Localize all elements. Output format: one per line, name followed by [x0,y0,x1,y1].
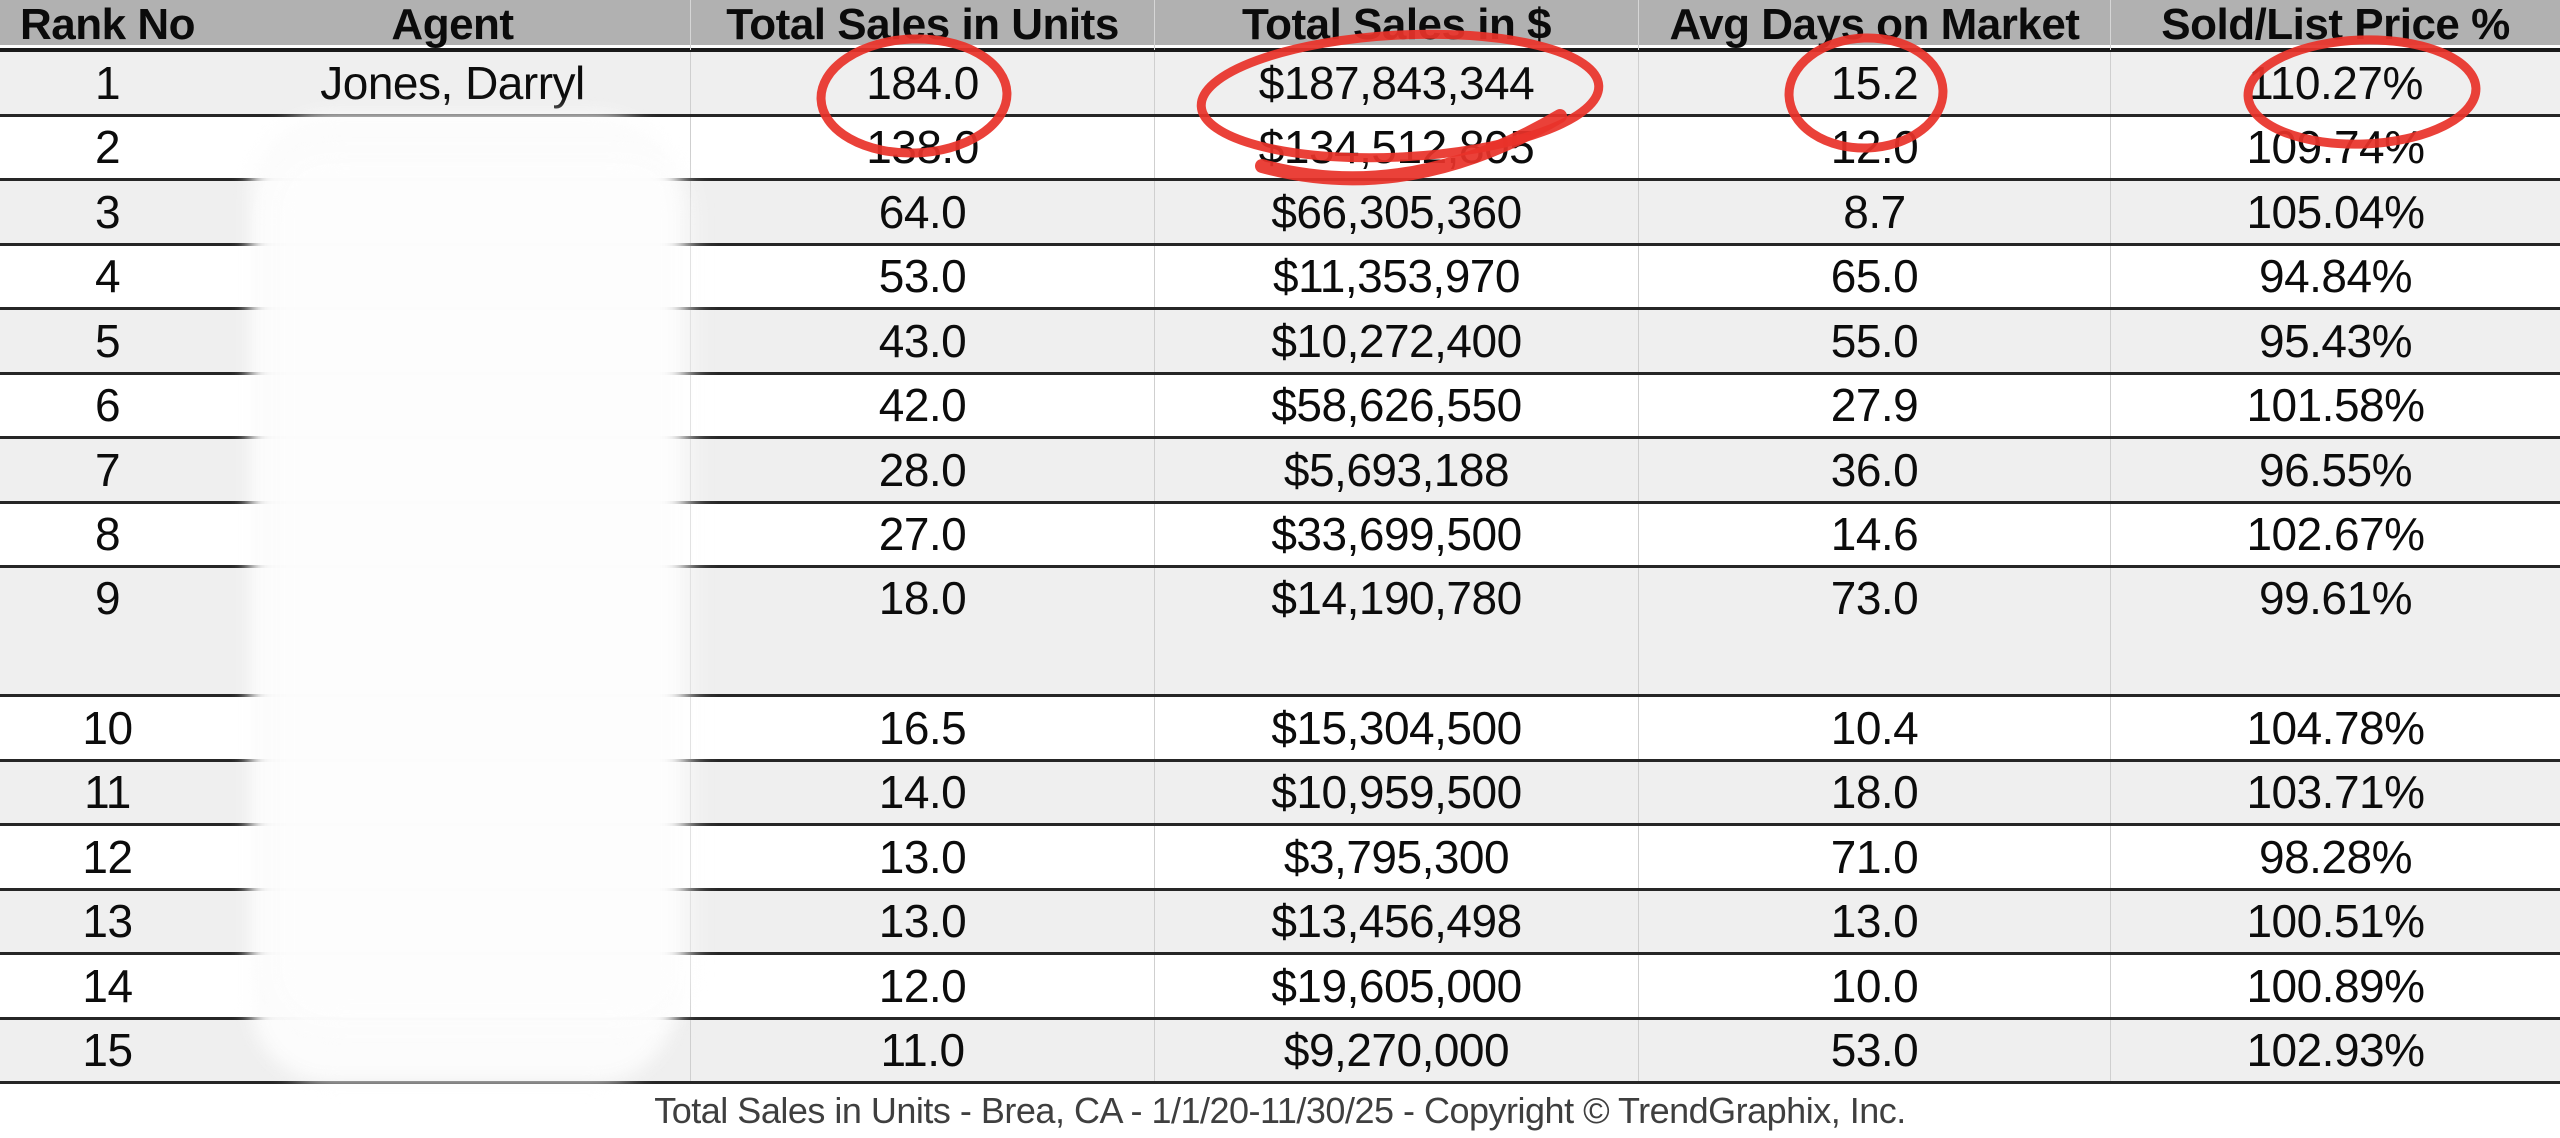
cell-sales: $3,795,300 [1154,826,1638,888]
cell-days: 27.9 [1638,374,2110,436]
cell-sold-list-pct: 100.89% [2110,955,2560,1017]
cell-rank: 8 [94,508,121,561]
cell-sold-list-pct: 102.93% [2110,1019,2560,1081]
cell-sales: $15,304,500 [1154,697,1638,759]
cell-days: 10.4 [1638,697,2110,759]
cell-rank: 13 [82,895,133,948]
cell-sales: $14,190,780 [1154,568,1638,694]
cell-units: 53.0 [690,245,1154,307]
column-header-agent: Agent [391,0,514,49]
cell-sold-list-pct: 102.67% [2110,503,2560,565]
cell-sales: $33,699,500 [1154,503,1638,565]
column-header-units: Total Sales in Units [690,0,1154,50]
cell-sales: $19,605,000 [1154,955,1638,1017]
cell-days: 15.2 [1638,52,2110,114]
cell-rank: 10 [82,701,133,754]
cell-agent: Jones, Darryl [320,56,585,109]
cell-sold-list-pct: 96.55% [2110,439,2560,501]
cell-sales: $66,305,360 [1154,181,1638,243]
cell-days: 36.0 [1638,439,2110,501]
cell-rank: 12 [82,830,133,883]
cell-sold-list-pct: 95.43% [2110,310,2560,372]
cell-sold-list-pct: 109.74% [2110,116,2560,178]
column-header-rank-no: Rank No [20,0,195,49]
cell-rank: 9 [94,572,121,624]
cell-rank: 1 [94,56,121,109]
cell-sold-list-pct: 103.71% [2110,761,2560,823]
cell-sales: $10,959,500 [1154,761,1638,823]
cell-sold-list-pct: 104.78% [2110,697,2560,759]
cell-units: 184.0 [690,52,1154,114]
cell-units: 11.0 [690,1019,1154,1081]
cell-days: 73.0 [1638,568,2110,694]
cell-units: 27.0 [690,503,1154,565]
column-header-sold-list-pct: Sold/List Price % [2110,0,2560,50]
cell-days: 13.0 [1638,890,2110,952]
cell-days: 8.7 [1638,181,2110,243]
cell-units: 42.0 [690,374,1154,436]
cell-sold-list-pct: 99.61% [2110,568,2560,694]
cell-sales: $5,693,188 [1154,439,1638,501]
column-header-avg-days: Avg Days on Market [1638,0,2110,50]
cell-days: 65.0 [1638,245,2110,307]
cell-sales: $10,272,400 [1154,310,1638,372]
cell-sales: $13,456,498 [1154,890,1638,952]
cell-units: 16.5 [690,697,1154,759]
report-footer: Total Sales in Units - Brea, CA - 1/1/20… [654,1090,1906,1131]
cell-rank: 7 [94,443,121,496]
cell-units: 28.0 [690,439,1154,501]
cell-rank: 6 [94,379,121,432]
cell-days: 10.0 [1638,955,2110,1017]
cell-rank: 3 [94,185,121,238]
cell-sales: $58,626,550 [1154,374,1638,436]
cell-sold-list-pct: 110.27% [2110,52,2560,114]
cell-units: 14.0 [690,761,1154,823]
cell-rank: 14 [82,959,133,1012]
cell-rank: 5 [94,314,121,367]
cell-units: 12.0 [690,955,1154,1017]
cell-days: 14.6 [1638,503,2110,565]
cell-rank: 2 [94,121,121,174]
cell-days: 53.0 [1638,1019,2110,1081]
cell-sold-list-pct: 105.04% [2110,181,2560,243]
table-row: 1 Jones, Darryl 184.0 $187,843,344 15.2 … [0,52,2560,117]
cell-units: 64.0 [690,181,1154,243]
cell-sales: $11,353,970 [1154,245,1638,307]
cell-sales: $9,270,000 [1154,1019,1638,1081]
cell-sold-list-pct: 94.84% [2110,245,2560,307]
cell-rank: 11 [84,766,131,819]
cell-units: 13.0 [690,826,1154,888]
agent-names-redaction-blur-inner [268,150,688,1030]
cell-sold-list-pct: 98.28% [2110,826,2560,888]
cell-sold-list-pct: 101.58% [2110,374,2560,436]
cell-rank: 4 [94,250,121,303]
cell-days: 12.0 [1638,116,2110,178]
cell-sales: $134,512,805 [1154,116,1638,178]
cell-days: 18.0 [1638,761,2110,823]
cell-days: 55.0 [1638,310,2110,372]
cell-sold-list-pct: 100.51% [2110,890,2560,952]
cell-units: 18.0 [690,568,1154,694]
cell-units: 13.0 [690,890,1154,952]
cell-rank: 15 [82,1024,133,1077]
cell-units: 138.0 [690,116,1154,178]
table-header-row: Rank No Agent Total Sales in Units Total… [0,0,2560,52]
cell-days: 71.0 [1638,826,2110,888]
column-header-sales-dollars: Total Sales in $ [1154,0,1638,50]
cell-units: 43.0 [690,310,1154,372]
cell-sales: $187,843,344 [1154,52,1638,114]
